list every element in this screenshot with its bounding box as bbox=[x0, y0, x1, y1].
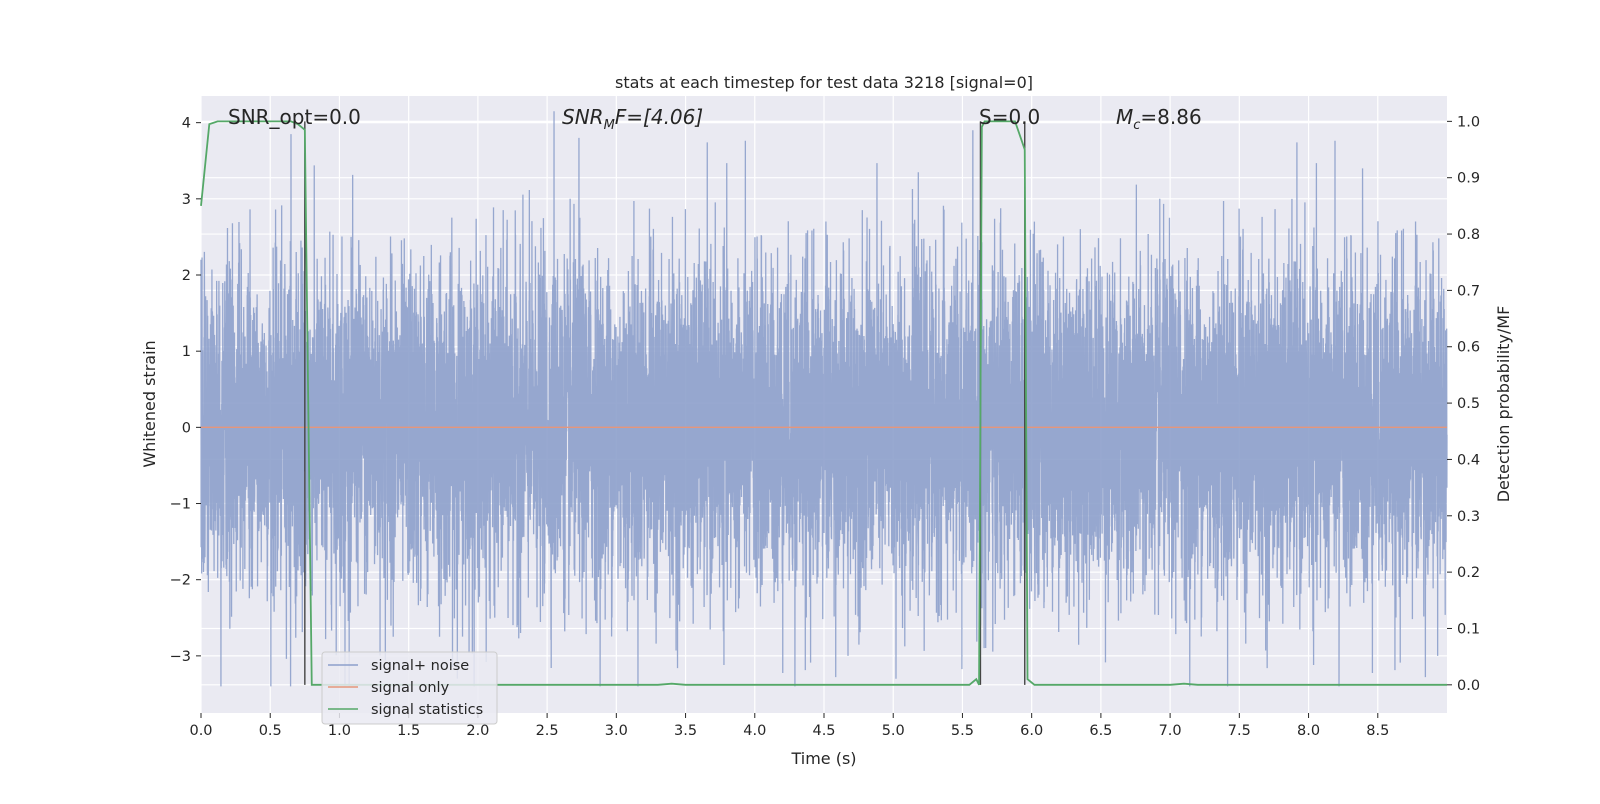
y-left-tick-label: 1 bbox=[182, 344, 191, 360]
x-axis-label: Time (s) bbox=[790, 749, 856, 768]
y-left-tick-label: −1 bbox=[170, 497, 191, 513]
y-right-tick-label: 0.7 bbox=[1457, 283, 1480, 299]
legend-box bbox=[321, 651, 498, 725]
y-left-tick-label: 2 bbox=[182, 268, 191, 284]
ticks: 0.0 0.5 1.0 1.5 2.0 2.5 3.0 3.5 4.0 4.5 5.0 5.5 6.0 6… bbox=[170, 114, 1480, 739]
y-right-tick-label: 0.9 bbox=[1457, 171, 1480, 187]
x-tick-label: 0.0 bbox=[189, 723, 212, 739]
annotation-snr-mf-sub: M bbox=[604, 118, 615, 133]
x-tick-label: 4.5 bbox=[812, 723, 835, 739]
y-left-tick-label: −2 bbox=[170, 573, 191, 589]
annotation-snr-opt: SNR_opt=0.0 bbox=[228, 105, 361, 129]
annotation-mc-sub: c bbox=[1133, 118, 1140, 133]
x-tick-label: 8.0 bbox=[1297, 723, 1320, 739]
annotation-snr-mf-rest: F=[4.06] bbox=[615, 105, 703, 129]
annotation-s: S=0.0 bbox=[979, 105, 1040, 129]
legend-label-signal-only: signal only bbox=[371, 680, 450, 696]
x-tick-label: 5.0 bbox=[882, 723, 905, 739]
y-right-tick-label: 0.0 bbox=[1457, 678, 1480, 694]
y-right-tick-label: 0.5 bbox=[1457, 396, 1480, 412]
y-right-tick-label: 0.6 bbox=[1457, 340, 1480, 356]
x-tick-label: 3.0 bbox=[605, 723, 628, 739]
x-tick-label: 0.5 bbox=[259, 723, 282, 739]
y-axis-label-right: Detection probability/MF bbox=[1494, 306, 1513, 503]
x-tick-label: 7.0 bbox=[1159, 723, 1182, 739]
annotation-mc: Mc=8.86 bbox=[1116, 105, 1202, 133]
y-right-tick-label: 0.4 bbox=[1457, 452, 1480, 468]
legend-label-signal-statistics: signal statistics bbox=[371, 702, 483, 718]
x-tick-label: 2.5 bbox=[536, 723, 559, 739]
x-tick-label: 2.0 bbox=[466, 723, 489, 739]
annotation-mc-rest: =8.86 bbox=[1140, 105, 1201, 129]
series-line-signal-noise bbox=[200, 111, 1448, 687]
noise-series bbox=[200, 111, 1448, 687]
y-right-tick-label: 0.8 bbox=[1457, 227, 1480, 243]
x-tick-label: 8.5 bbox=[1366, 723, 1389, 739]
legend: signal+ noise signal only signal statist… bbox=[321, 651, 498, 725]
y-left-tick-label: 3 bbox=[182, 192, 191, 208]
y-axis-label-left: Whitened strain bbox=[140, 340, 159, 467]
x-tick-label: 6.5 bbox=[1089, 723, 1112, 739]
x-tick-label: 1.5 bbox=[397, 723, 420, 739]
line-series bbox=[200, 120, 1447, 686]
x-tick-label: 7.5 bbox=[1228, 723, 1251, 739]
y-left-tick-label: −3 bbox=[170, 649, 191, 665]
series-line-signal-statistics bbox=[200, 120, 1447, 686]
x-tick-label: 1.0 bbox=[328, 723, 351, 739]
annotation-mc-base: M bbox=[1116, 105, 1133, 129]
legend-label-signal-noise: signal+ noise bbox=[371, 658, 469, 674]
x-tick-label: 6.0 bbox=[1020, 723, 1043, 739]
y-right-tick-label: 0.3 bbox=[1457, 509, 1480, 525]
x-tick-label: 5.5 bbox=[951, 723, 974, 739]
y-left-tick-label: 4 bbox=[182, 116, 191, 132]
chart-title: stats at each timestep for test data 321… bbox=[615, 73, 1033, 92]
y-right-tick-label: 0.2 bbox=[1457, 565, 1480, 581]
y-right-tick-label: 0.1 bbox=[1457, 621, 1480, 637]
y-left-tick-label: 0 bbox=[182, 420, 191, 436]
y-right-tick-label: 1.0 bbox=[1457, 114, 1480, 130]
annotation-snr-mf: SNRMF=[4.06] bbox=[562, 105, 703, 133]
x-tick-label: 3.5 bbox=[674, 723, 697, 739]
annotation-snr-mf-base: SNR bbox=[562, 105, 604, 129]
x-tick-label: 4.0 bbox=[743, 723, 766, 739]
